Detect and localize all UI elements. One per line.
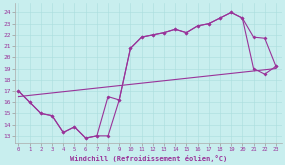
X-axis label: Windchill (Refroidissement éolien,°C): Windchill (Refroidissement éolien,°C) <box>70 155 227 162</box>
